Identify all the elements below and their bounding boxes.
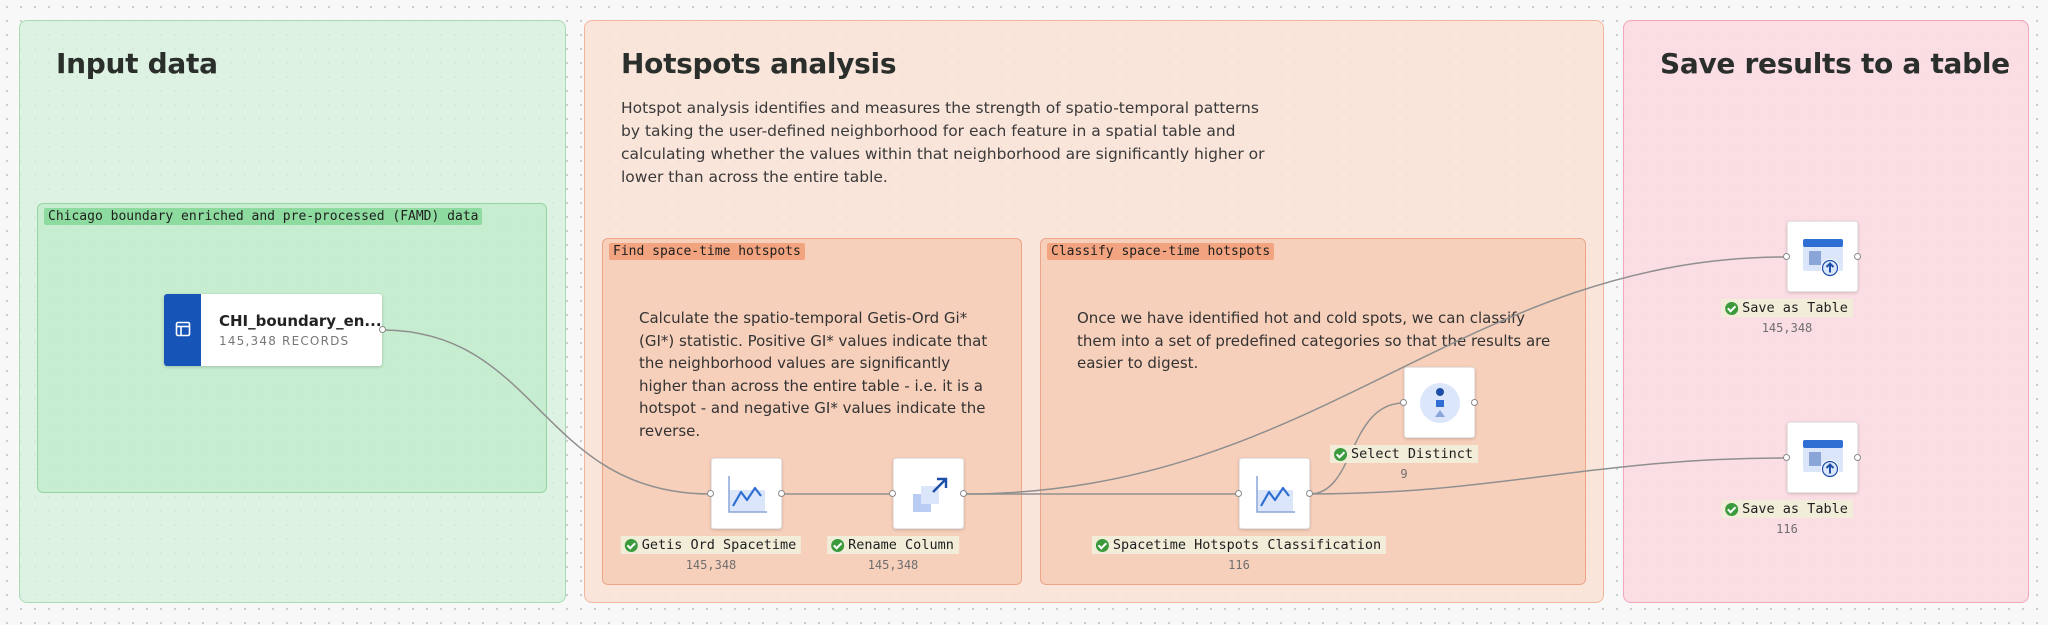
- node-box[interactable]: [1404, 367, 1475, 438]
- output-port[interactable]: [778, 490, 785, 497]
- subgroup-description-classify: Once we have identified hot and cold spo…: [1077, 309, 1551, 372]
- node-count-save1: 145,348: [1761, 321, 1813, 335]
- input-port[interactable]: [1235, 490, 1242, 497]
- input-port[interactable]: [1400, 399, 1407, 406]
- node-label-text: Getis Ord Spacetime: [641, 537, 797, 553]
- success-check-icon: [1725, 502, 1739, 516]
- node-count-classification: 116: [1228, 558, 1250, 572]
- subgroup-label-find: Find space-time hotspots: [609, 243, 805, 260]
- node-label-save1: Save as Table: [1721, 299, 1853, 317]
- subgroup-description-find: Calculate the spatio-temporal Getis-Ord …: [639, 309, 988, 440]
- output-port[interactable]: [1854, 253, 1861, 260]
- input-port[interactable]: [1783, 454, 1790, 461]
- node-count-distinct: 9: [1400, 467, 1408, 481]
- node-label-distinct: Select Distinct: [1330, 445, 1478, 463]
- node-count-rename: 145,348: [867, 558, 919, 572]
- output-port[interactable]: [1306, 490, 1313, 497]
- success-check-icon: [831, 538, 845, 552]
- group-title-input: Input data: [56, 47, 218, 80]
- success-check-icon: [1725, 301, 1739, 315]
- node-count-getis: 145,348: [685, 558, 737, 572]
- wire-classification-to-save2[interactable]: [1309, 457, 1788, 495]
- node-label-text: Rename Column: [848, 537, 954, 553]
- group-description-hotspots: Hotspot analysis identifies and measures…: [621, 99, 1265, 186]
- select-distinct-icon: [1420, 383, 1460, 423]
- node-label-rename: Rename Column: [827, 536, 959, 554]
- node-label-getis: Getis Ord Spacetime: [620, 536, 802, 554]
- line-chart-icon: [728, 476, 767, 513]
- node-label-classification: Spacetime Hotspots Classification: [1091, 536, 1387, 554]
- group-title-hotspots: Hotspots analysis: [621, 47, 897, 80]
- node-label-text: Save as Table: [1742, 501, 1848, 517]
- node-label-text: Spacetime Hotspots Classification: [1112, 537, 1382, 553]
- wire-rename-to-save1[interactable]: [963, 256, 1788, 495]
- output-port[interactable]: [1471, 399, 1478, 406]
- node-box[interactable]: [1239, 458, 1310, 529]
- output-port[interactable]: [1854, 454, 1861, 461]
- input-port[interactable]: [707, 490, 714, 497]
- source-node-records: 145,348 RECORDS: [219, 334, 350, 348]
- node-box[interactable]: [711, 458, 782, 529]
- node-label-save2: Save as Table: [1721, 500, 1853, 518]
- source-output-port[interactable]: [379, 326, 386, 333]
- save-table-icon: [1803, 239, 1843, 277]
- subgroup-label-classify: Classify space-time hotspots: [1047, 243, 1275, 260]
- node-label-text: Select Distinct: [1351, 446, 1473, 462]
- node-box[interactable]: [1787, 221, 1858, 292]
- group-title-save: Save results to a table: [1660, 47, 2010, 80]
- rename-column-icon: [913, 477, 948, 512]
- source-node-title: CHI_boundary_en...: [219, 312, 382, 330]
- input-port[interactable]: [889, 490, 896, 497]
- source-node-chi-boundary[interactable]: CHI_boundary_en... 145,348 RECORDS: [164, 294, 386, 366]
- save-table-icon: [1803, 440, 1843, 478]
- subgroup-label-chicago: Chicago boundary enriched and pre-proces…: [44, 208, 483, 225]
- line-chart-icon: [1256, 476, 1295, 513]
- node-count-save2: 116: [1776, 522, 1798, 536]
- table-icon: [175, 321, 191, 337]
- input-port[interactable]: [1783, 253, 1790, 260]
- success-check-icon: [1095, 538, 1109, 552]
- output-port[interactable]: [960, 490, 967, 497]
- node-box[interactable]: [1787, 422, 1858, 493]
- success-check-icon: [624, 538, 638, 552]
- source-node-strip: [164, 294, 201, 366]
- wire-source-to-getis[interactable]: [381, 329, 712, 495]
- node-box[interactable]: [893, 458, 964, 529]
- node-label-text: Save as Table: [1742, 300, 1848, 316]
- success-check-icon: [1334, 447, 1348, 461]
